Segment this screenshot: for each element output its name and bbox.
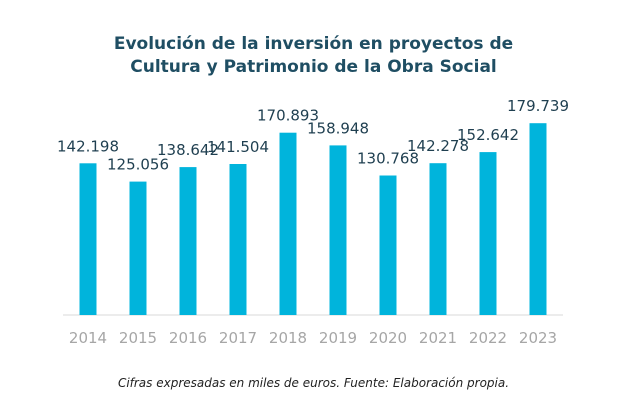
bar-2023 bbox=[529, 123, 547, 315]
data-label-2015: 125.056 bbox=[107, 156, 169, 174]
x-tick-label-2021: 2021 bbox=[419, 329, 457, 347]
bar-2020 bbox=[379, 175, 397, 315]
bar-2015 bbox=[129, 181, 147, 315]
bar-2017 bbox=[229, 164, 247, 315]
x-tick-label-2018: 2018 bbox=[269, 329, 307, 347]
chart-title-line-2: Cultura y Patrimonio de la Obra Social bbox=[130, 57, 497, 77]
data-label-2018: 170.893 bbox=[257, 107, 319, 125]
data-label-2017: 141.504 bbox=[207, 138, 269, 156]
x-tick-label-2015: 2015 bbox=[119, 329, 157, 347]
bar-2021 bbox=[429, 163, 447, 315]
data-label-2019: 158.948 bbox=[307, 119, 369, 137]
data-label-2016: 138.642 bbox=[157, 141, 219, 159]
x-tick-label-2014: 2014 bbox=[69, 329, 107, 347]
x-tick-label-2020: 2020 bbox=[369, 329, 407, 347]
data-label-2020: 130.768 bbox=[357, 150, 419, 168]
data-label-2023: 179.739 bbox=[507, 97, 569, 115]
chart-title-line-1: Evolución de la inversión en proyectos d… bbox=[113, 34, 514, 54]
bar-2022 bbox=[479, 152, 497, 315]
data-label-2021: 142.278 bbox=[407, 137, 469, 155]
x-tick-label-2022: 2022 bbox=[469, 329, 507, 347]
x-tick-label-2023: 2023 bbox=[519, 329, 557, 347]
x-tick-label-2017: 2017 bbox=[219, 329, 257, 347]
bar-2019 bbox=[329, 145, 347, 315]
x-tick-label-2019: 2019 bbox=[319, 329, 357, 347]
bar-2018 bbox=[279, 132, 297, 315]
bar-2014 bbox=[79, 163, 97, 315]
chart-footnote: Cifras expresadas en miles de euros. Fue… bbox=[117, 376, 510, 390]
bar-2016 bbox=[179, 167, 197, 315]
data-label-2014: 142.198 bbox=[57, 137, 119, 155]
x-tick-label-2016: 2016 bbox=[169, 329, 207, 347]
data-label-2022: 152.642 bbox=[457, 126, 519, 144]
